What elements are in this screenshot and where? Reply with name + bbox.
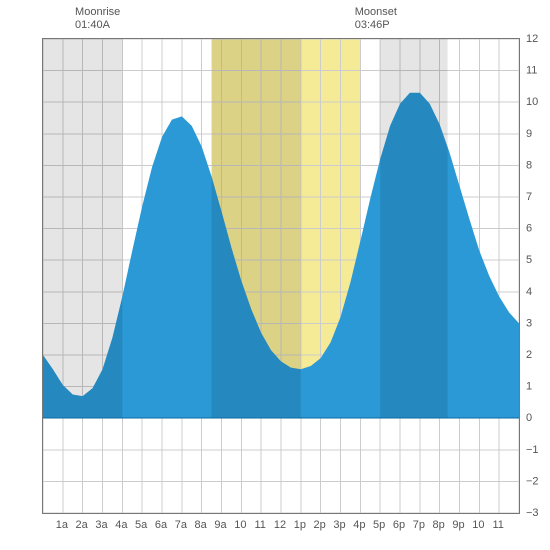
night-shade bbox=[43, 39, 448, 418]
y-tick-label: 6 bbox=[526, 223, 532, 235]
moonset-label: Moonset 03:46P bbox=[355, 6, 397, 32]
tide-chart bbox=[42, 38, 520, 514]
x-tick-label: 4a bbox=[115, 519, 128, 531]
y-tick-label: 9 bbox=[526, 128, 532, 140]
x-tick-label: 5p bbox=[373, 519, 385, 531]
x-tick-label: 1a bbox=[56, 519, 69, 531]
x-tick-label: 11 bbox=[254, 519, 265, 531]
y-tick-label: 7 bbox=[526, 191, 532, 203]
x-tick-label: 5a bbox=[135, 519, 148, 531]
y-tick-label: 4 bbox=[526, 286, 532, 298]
moonrise-label: Moonrise 01:40A bbox=[75, 6, 120, 32]
y-tick-label: 1 bbox=[526, 381, 532, 393]
y-tick-label: −1 bbox=[526, 444, 539, 456]
x-tick-label: 9p bbox=[452, 519, 464, 531]
x-tick-label: 10 bbox=[472, 519, 484, 531]
y-tick-label: 2 bbox=[526, 349, 532, 361]
x-tick-label: 8p bbox=[433, 519, 445, 531]
moonrise-caption: Moonrise bbox=[75, 6, 120, 18]
y-tick-label: 11 bbox=[526, 65, 537, 77]
x-tick-label: 10 bbox=[234, 519, 246, 531]
y-tick-label: −3 bbox=[526, 507, 539, 519]
x-tick-label: 2p bbox=[314, 519, 326, 531]
x-tick-label: 12 bbox=[274, 519, 286, 531]
y-tick-label: 12 bbox=[526, 33, 538, 45]
x-tick-label: 11 bbox=[492, 519, 503, 531]
x-axis: 1a 2a 3a 4a 5a 6a 7a 8a 9a 10 11 12 1p 2p 3p 4p 5p 6p 7p 8p… bbox=[42, 514, 520, 534]
y-tick-label: 5 bbox=[526, 254, 532, 266]
x-tick-label: 2a bbox=[76, 519, 89, 531]
y-tick-label: 0 bbox=[526, 412, 532, 424]
x-tick-label: 4p bbox=[353, 519, 365, 531]
y-tick-label: 3 bbox=[526, 317, 532, 329]
x-tick-label: 9a bbox=[214, 519, 227, 531]
y-tick-label: −2 bbox=[526, 475, 539, 487]
x-tick-label: 7p bbox=[413, 519, 425, 531]
x-tick-label: 8a bbox=[195, 519, 208, 531]
moonset-caption: Moonset bbox=[355, 6, 397, 18]
chart-container: Moonrise 01:40A Moonset 03:46P −3−2−1012… bbox=[0, 0, 550, 550]
x-tick-label: 3p bbox=[333, 519, 345, 531]
moonrise-time: 01:40A bbox=[75, 19, 110, 31]
x-tick-label: 3a bbox=[95, 519, 108, 531]
y-axis: −3−2−10123456789101112 bbox=[520, 38, 550, 514]
y-tick-label: 8 bbox=[526, 159, 532, 171]
x-tick-label: 6a bbox=[155, 519, 168, 531]
moonset-time: 03:46P bbox=[355, 19, 390, 31]
x-tick-label: 6p bbox=[393, 519, 405, 531]
x-tick-label: 7a bbox=[175, 519, 188, 531]
y-tick-label: 10 bbox=[526, 96, 538, 108]
x-tick-label: 1p bbox=[294, 519, 306, 531]
